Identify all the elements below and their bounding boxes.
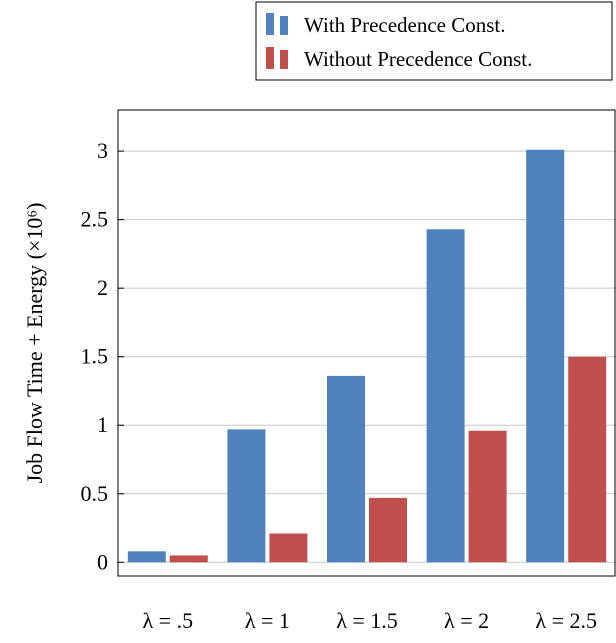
legend-box [255,1,613,81]
x-category-label: λ = 1 [245,608,290,633]
x-category-label: λ = 2.5 [535,608,597,633]
bar-with-2 [327,375,365,563]
legend-label: Without Precedence Const. [304,47,532,71]
bar-with-3 [426,229,465,563]
x-category-label: λ = .5 [143,608,194,633]
y-ticks: 0 0.5 1 1.5 2 2.5 3 [81,138,124,574]
legend: With Precedence Const. Without Precedence… [255,1,613,81]
y-tick-label: 1.5 [81,344,109,369]
bar-without-2 [369,497,407,563]
legend-swatch [280,16,288,35]
bar-without-0 [169,555,208,563]
x-category-label: λ = 2 [444,608,489,633]
bar-with-0 [127,551,166,563]
y-tick-label: 2.5 [81,207,109,232]
bar-without-1 [269,533,308,563]
y-tick-label: 2 [97,275,108,300]
legend-swatch [266,13,274,35]
bars [127,149,607,563]
legend-swatch [280,50,288,69]
y-tick-label: 0.5 [81,481,109,506]
bar-with-1 [227,429,266,563]
legend-swatch [266,47,274,69]
legend-label: With Precedence Const. [304,13,506,37]
x-category-label: λ = 1.5 [336,608,398,633]
y-tick-label: 1 [97,412,108,437]
bar-without-3 [468,430,507,563]
y-tick-label: 0 [97,549,108,574]
bar-with-4 [526,149,565,563]
y-axis-label: Job Flow Time + Energy (×10⁶) [22,203,47,484]
grid-lines [118,150,616,563]
bar-without-4 [568,356,607,563]
x-category-labels: λ = .5 λ = 1 λ = 1.5 λ = 2 λ = 2.5 [143,608,597,633]
plot-frame [117,109,616,577]
y-tick-label: 3 [97,138,108,163]
